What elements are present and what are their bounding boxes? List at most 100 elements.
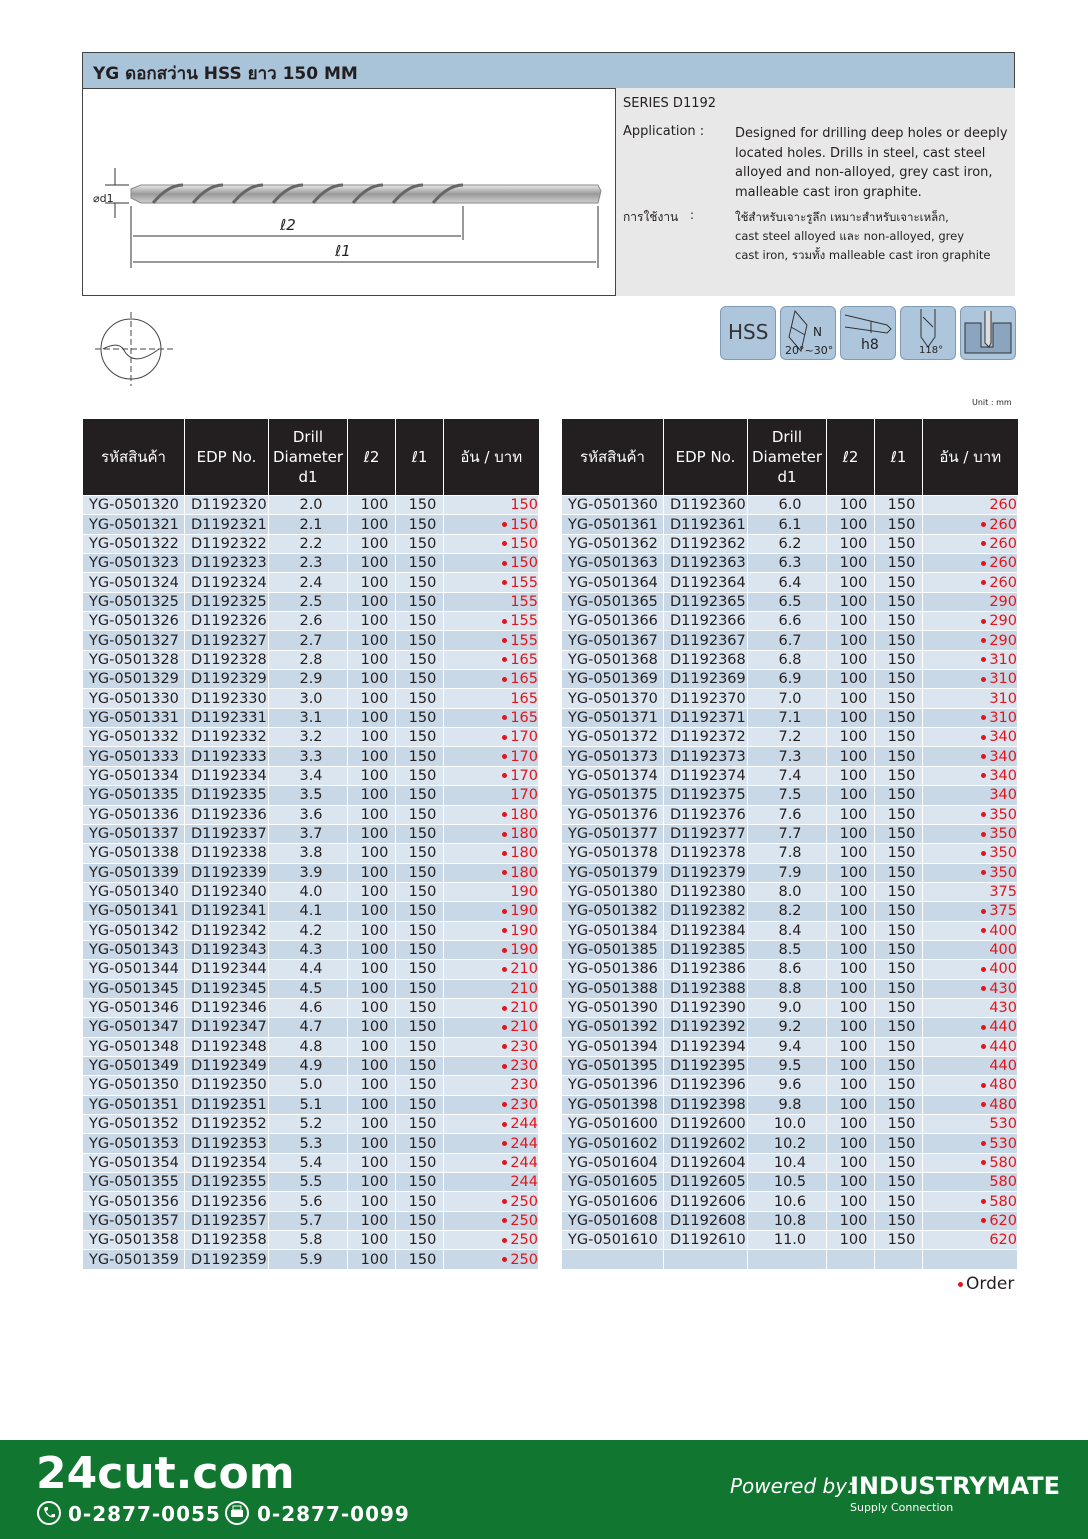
- edp-no: D1192324: [191, 574, 267, 591]
- icon-text: 118°: [919, 345, 944, 356]
- l1: 150: [408, 884, 437, 901]
- edp-no-cell: D1192325: [184, 591, 269, 613]
- l1: 150: [887, 1135, 916, 1152]
- l1-cell: 150: [874, 1094, 923, 1116]
- edp-no: D1192366: [670, 613, 746, 630]
- product-code: YG-0501386: [568, 961, 658, 978]
- edp-no: D1192379: [670, 864, 746, 881]
- product-code: YG-0501336: [89, 806, 179, 823]
- price-cell: 440: [922, 1017, 1018, 1038]
- l1: 150: [887, 980, 916, 997]
- diameter-cell: 6.5: [747, 591, 827, 613]
- l1: 150: [887, 1096, 916, 1113]
- diameter-cell: 7.7: [747, 823, 827, 845]
- order-legend: Order: [958, 1274, 1014, 1294]
- edp-no: D1192390: [670, 1000, 746, 1017]
- diameter: 3.2: [299, 729, 323, 746]
- edp-no-cell: D1192339: [184, 862, 269, 883]
- product-code-cell: YG-0501366: [561, 611, 664, 632]
- l1: 150: [408, 1077, 437, 1094]
- edp-no: D1192375: [670, 787, 746, 804]
- header-cell: ℓ2: [347, 419, 396, 496]
- l2-cell: 100: [826, 669, 875, 690]
- edp-no-cell: D1192351: [184, 1094, 269, 1116]
- order-dot: [981, 1199, 987, 1205]
- l1-cell: 150: [874, 901, 923, 922]
- l2-cell: 100: [826, 1036, 875, 1057]
- l1-cell: 150: [395, 1113, 444, 1135]
- price-cell: 165: [443, 688, 539, 709]
- product-code-cell: YG-0501602: [561, 1133, 664, 1154]
- header-cell: ℓ1: [874, 419, 923, 496]
- price: 260: [989, 497, 1017, 514]
- price: 210: [510, 961, 538, 978]
- l1-cell: 150: [874, 669, 923, 690]
- l2-cell: 100: [347, 591, 396, 613]
- product-code-cell: YG-0501361: [561, 514, 664, 535]
- product-code-cell: YG-0501378: [561, 843, 664, 864]
- text-line: Designed for drilling deep holes or deep…: [735, 126, 1008, 141]
- diameter: 6.5: [778, 593, 802, 610]
- diameter-cell: 6.8: [747, 649, 827, 671]
- price-cell: 190: [443, 939, 539, 961]
- price: 440: [989, 1038, 1017, 1055]
- edp-no: D1192398: [670, 1096, 746, 1113]
- l2: 100: [360, 574, 389, 591]
- price: 310: [989, 671, 1017, 688]
- product-code-cell: YG-0501356: [82, 1191, 185, 1212]
- price-cell: 340: [922, 785, 1018, 806]
- order-dot: [981, 831, 987, 837]
- l2: 100: [839, 903, 868, 920]
- edp-no: D1192378: [670, 845, 746, 862]
- table-row: YG-0501347 D1192347 4.7 100 150 210: [82, 1017, 539, 1038]
- l1-cell: 150: [874, 1230, 923, 1251]
- edp-no-cell: D1192369: [663, 669, 748, 690]
- edp-no-cell: D1192345: [184, 978, 269, 999]
- table-row: YG-0501326 D1192326 2.6 100 150 155: [82, 611, 539, 632]
- l2-cell: 100: [826, 707, 875, 729]
- l2-cell: 100: [826, 785, 875, 806]
- edp-no-cell: D1192346: [184, 997, 269, 1019]
- table-row: YG-0501373 D1192373 7.3 100 150 340: [561, 746, 1018, 767]
- l2-cell: 100: [826, 630, 875, 651]
- l2-cell: 100: [826, 901, 875, 922]
- table-row: YG-0501321 D1192321 2.1 100 150 150: [82, 514, 539, 535]
- price-cell: 350: [922, 862, 1018, 883]
- order-dot: [502, 831, 508, 837]
- l2-cell: 100: [826, 1075, 875, 1096]
- diameter: 7.1: [778, 709, 802, 726]
- diameter: 10.8: [773, 1212, 807, 1229]
- product-code: YG-0501369: [568, 671, 658, 688]
- l2-cell: 100: [826, 649, 875, 671]
- product-code: YG-0501370: [568, 690, 658, 707]
- diameter-cell: 9.6: [747, 1075, 827, 1096]
- table-row: YG-0501361 D1192361 6.1 100 150 260: [561, 514, 1018, 535]
- thai-text: ใช้สำหรับเจาะรูลึก เหมาะสำหรับเจาะเหล็ก,…: [735, 208, 991, 265]
- price: 530: [989, 1135, 1017, 1152]
- l2: 100: [360, 942, 389, 959]
- l2-cell: 100: [347, 707, 396, 729]
- title: YG ดอกสว่าน HSS ยาว 150 MM: [93, 64, 358, 84]
- l2: 100: [360, 1077, 389, 1094]
- product-code-cell: YG-0501321: [82, 514, 185, 535]
- product-code-cell: YG-0501388: [561, 978, 664, 999]
- diameter-cell: 10.4: [747, 1152, 827, 1174]
- l2: 100: [360, 1096, 389, 1113]
- order-dot: [981, 560, 987, 566]
- l2-cell: 100: [347, 688, 396, 709]
- price-cell: 440: [922, 1055, 1018, 1077]
- price-cell: 340: [922, 727, 1018, 748]
- edp-no: D1192604: [670, 1154, 746, 1171]
- edp-no-cell: D1192386: [663, 959, 748, 980]
- price: 290: [989, 593, 1017, 610]
- product-code: YG-0501382: [568, 903, 658, 920]
- product-code-cell: YG-0501363: [561, 553, 664, 574]
- product-code-cell: YG-0501341: [82, 901, 185, 922]
- table-row: YG-0501364 D1192364 6.4 100 150 260: [561, 572, 1018, 593]
- edp-no-cell: D1192365: [663, 591, 748, 613]
- l2-cell: 100: [347, 572, 396, 593]
- edp-no-cell: D1192392: [663, 1017, 748, 1038]
- icon-graphic: [964, 311, 1012, 354]
- l1-cell: 150: [874, 533, 923, 555]
- diameter: 8.5: [778, 942, 802, 959]
